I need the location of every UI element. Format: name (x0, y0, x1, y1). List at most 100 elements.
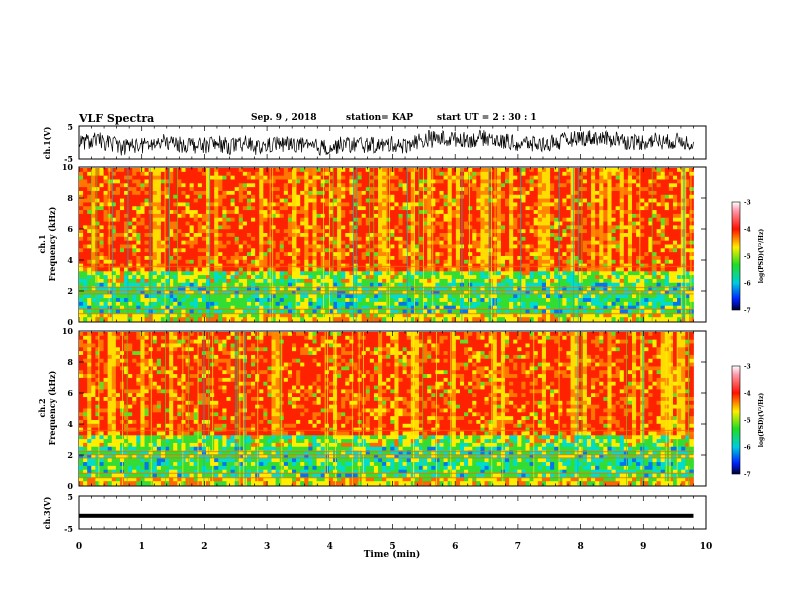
ch1-spectrogram-cell (119, 294, 125, 299)
ch1-spectrogram-cell (500, 294, 506, 299)
ch1-spectrogram-cell (267, 301, 272, 307)
ch1-spectrogram-cell (222, 198, 227, 203)
ch1-spectrogram-cell (353, 233, 358, 238)
ch1-spectrogram-cell (435, 206, 440, 211)
ch1-spectrogram-cell (144, 294, 150, 299)
ch1-spectrogram-cell (251, 183, 256, 188)
ch1-spectrogram-cell (410, 233, 416, 238)
ch1-spectrogram-cell (308, 217, 313, 222)
ch1-spectrogram-cell (226, 244, 231, 249)
ch1-spectrogram-cell (570, 286, 576, 291)
ch1-spectrogram-cell (177, 244, 182, 249)
ch1-spectrogram-cell (550, 275, 555, 280)
ch1-spectrogram-cell (345, 267, 350, 272)
ch1-spectrogram-cell (562, 221, 567, 226)
ch1-spectrogram-cell (169, 210, 174, 215)
ch1-spectrogram-cell (337, 213, 342, 219)
ch1-spectrogram-cell (283, 229, 289, 234)
ch1-spectrogram-cell (107, 271, 113, 276)
ch1-spectrogram-cell (205, 305, 211, 310)
ch1-spectrogram-cell (148, 213, 154, 219)
ch1-spectrogram-cell (464, 198, 469, 203)
ch1-spectrogram-cell (582, 244, 588, 249)
ch1-spectrogram-cell (386, 194, 391, 200)
ch1-spectrogram-cell (201, 175, 207, 180)
ch1-spectrogram-cell (283, 309, 289, 314)
ch1-spectrogram-cell (308, 317, 313, 322)
ch1-spectrogram-cell (189, 244, 195, 249)
ch1-spectrogram-cell (328, 206, 334, 211)
ch1-spectrogram-cell (156, 301, 162, 307)
ch1-spectrogram-cell (79, 294, 84, 299)
ch1-spectrogram-cell (488, 271, 494, 276)
ch1-spectrogram-cell (578, 175, 584, 180)
ch1-spectrogram-cell (320, 278, 326, 284)
ch1-spectrogram-cell (472, 198, 477, 203)
ch1-spectrogram-cell (488, 183, 494, 188)
ch1-spectrogram-cell (103, 294, 109, 299)
ch1-spectrogram-cell (431, 259, 436, 265)
ch1-spectrogram-cell (107, 225, 113, 230)
ch1-spectrogram-cell (402, 248, 408, 253)
ch1-spectrogram-cell (525, 175, 531, 180)
ch1-spectrogram-cell (234, 255, 240, 261)
ch1-spectrogram-cell (447, 198, 453, 203)
ch1-spectrogram-cell (312, 286, 317, 291)
ch1-spectrogram-cell (394, 282, 399, 287)
ch1-spectrogram-cell (365, 240, 371, 245)
ch1-spectrogram-cell (423, 259, 428, 265)
ch1-spectrogram-cell (554, 171, 559, 177)
ch1-spectrogram-cell (99, 194, 104, 200)
ch1-spectrogram-cell (218, 248, 223, 253)
ch1-spectrogram-cell (169, 271, 174, 276)
ch1-spectrogram-cell (218, 255, 223, 261)
ch1-spectrogram-cell (148, 210, 154, 215)
ch1-spectrogram-cell (558, 236, 563, 242)
ch1-spectrogram-cell (365, 187, 371, 192)
ch1-spectrogram-cell (124, 221, 129, 226)
ch1-spectrogram-cell (148, 290, 154, 295)
ch1-spectrogram-cell (398, 236, 404, 242)
ch1-spectrogram-cell (402, 313, 408, 318)
ch1-spectrogram-cell (533, 217, 539, 222)
ch1-spectrogram-cell (292, 194, 297, 200)
ch1-spectrogram-cell (128, 175, 133, 180)
ch1-spectrogram-cell (566, 278, 571, 284)
ch1-spectrogram-cell (468, 252, 473, 257)
ch1-spectrogram-cell (83, 240, 88, 245)
ch1-spectrogram-cell (140, 298, 145, 303)
ch1-spectrogram-cell (398, 187, 404, 192)
ch1-spectrogram-cell (406, 233, 412, 238)
ch1-spectrogram-cell (451, 198, 457, 203)
ch1-spectrogram-cell (279, 221, 285, 226)
ch1-spectrogram-cell (419, 275, 424, 280)
ch1-spectrogram-cell (500, 210, 506, 215)
ch1-spectrogram-cell (349, 294, 354, 299)
ch1-spectrogram-cell (226, 210, 231, 215)
ch1-spectrogram-cell (165, 233, 170, 238)
ch1-spectrogram-cell (464, 233, 469, 238)
ch1-spectrogram-cell (177, 294, 182, 299)
ch1-spectrogram-cell (300, 298, 305, 303)
ch1-spectrogram-cell (427, 236, 432, 242)
ch1-spectrogram-cell (369, 168, 375, 173)
ch1-spectrogram-cell (414, 298, 420, 303)
ch1-spectrogram-cell (341, 305, 346, 310)
ch1-spectrogram-cell (402, 221, 408, 226)
ch1-spectrogram-cell (316, 252, 322, 257)
ch1-spectrogram-cell (406, 282, 412, 287)
ch1-spectrogram-cell (423, 309, 428, 314)
ch1-spectrogram-cell (156, 317, 162, 322)
ch1-spectrogram-cell (537, 301, 543, 307)
ch1-spectrogram-cell (263, 225, 268, 230)
ch1-spectrogram-cell (464, 286, 469, 291)
ch1-spectrogram-cell (545, 187, 551, 192)
ch1-spectrogram-cell (169, 267, 174, 272)
ch1-spectrogram-cell (517, 305, 522, 310)
ch1-spectrogram-cell (189, 233, 195, 238)
ch1-spectrogram-cell (562, 187, 567, 192)
ch1-spectrogram-cell (320, 263, 326, 268)
ch1-spectrogram-cell (394, 175, 399, 180)
ch1-spectrogram-cell (521, 255, 526, 261)
ch1-spectrogram-cell (566, 190, 571, 196)
